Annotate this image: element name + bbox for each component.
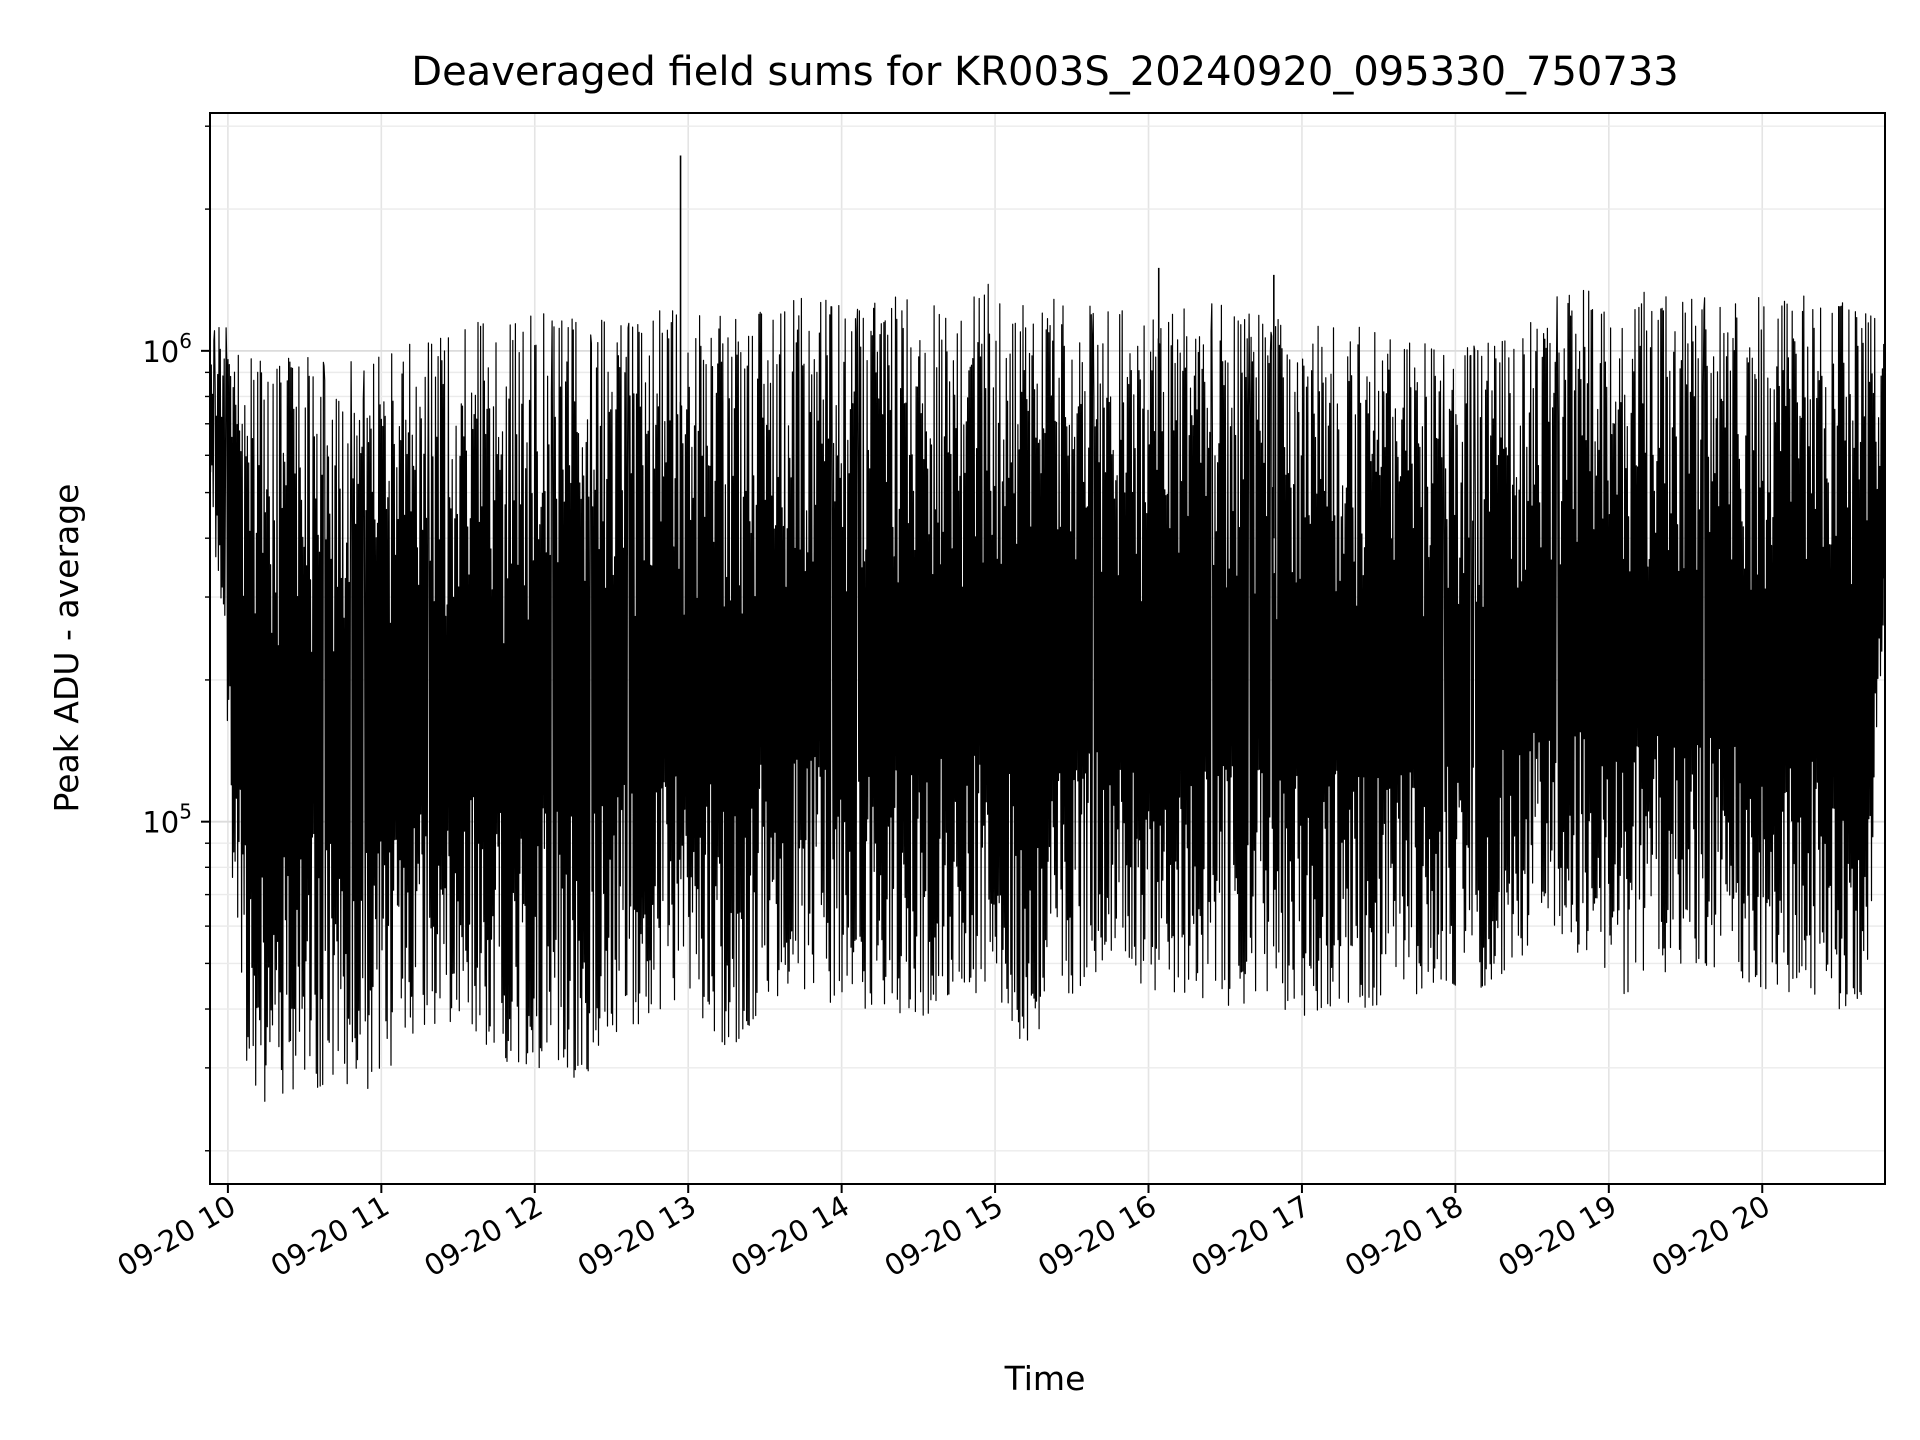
y-tick-base: 10 (142, 806, 179, 840)
chart-title: Deaveraged field sums for KR003S_2024092… (411, 49, 1678, 95)
plot-frame (209, 112, 1886, 1185)
series-line (209, 283, 1886, 1102)
y-tick-exponent: 6 (179, 329, 192, 353)
y-tick-label: 105 (142, 800, 192, 840)
y-tick-exponent: 5 (179, 800, 192, 824)
y-tick-label: 106 (142, 329, 192, 369)
x-axis-title: Time (1004, 1359, 1086, 1398)
y-axis-title: Peak ADU - average (47, 484, 86, 813)
y-tick-base: 10 (142, 335, 179, 369)
series-layer (209, 155, 1886, 1102)
